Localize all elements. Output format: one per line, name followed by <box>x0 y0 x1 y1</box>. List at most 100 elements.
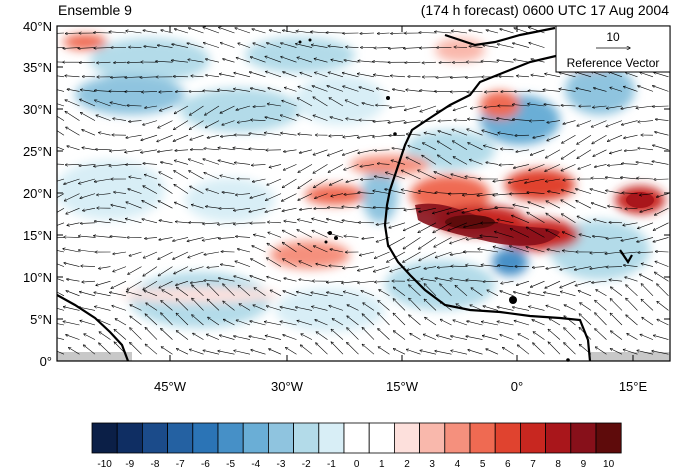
wind-vector-arrow <box>453 141 468 151</box>
wind-vector-arrow <box>378 300 390 311</box>
wind-vector-arrow <box>206 75 220 78</box>
wind-vector-arrow <box>250 88 266 92</box>
wind-vector-arrow <box>236 194 251 195</box>
wind-vector-arrow <box>575 72 592 78</box>
wind-vector-arrow <box>130 343 142 355</box>
wind-vector-arrow <box>190 186 204 194</box>
wind-vector-arrow <box>57 130 65 136</box>
wind-vector-arrow <box>190 134 204 140</box>
wind-vector-arrow <box>533 343 545 355</box>
wind-vector-arrow <box>527 192 545 194</box>
wind-vector-arrow <box>362 103 375 107</box>
wind-vector-arrow <box>220 176 235 180</box>
wind-vector-arrow <box>236 320 251 326</box>
wind-vector-arrow <box>298 87 313 92</box>
wind-vector-arrow <box>621 177 638 180</box>
wind-vector-arrow <box>162 290 173 297</box>
wind-vector-arrow <box>234 207 251 210</box>
wind-vector-arrow <box>144 175 158 180</box>
wind-vector-arrow <box>330 178 344 185</box>
colorbar-label: 6 <box>505 459 511 470</box>
wind-vector-arrow <box>192 298 204 311</box>
wind-vector-arrow <box>575 280 592 286</box>
wind-vector-arrow <box>373 134 390 137</box>
wind-vector-arrow <box>468 119 483 121</box>
wind-vector-arrow <box>63 307 80 311</box>
wind-vector-arrow <box>57 207 65 213</box>
wind-vector-arrow <box>174 120 189 130</box>
wind-vector-arrow <box>283 259 297 267</box>
wind-vector-arrow <box>315 72 328 78</box>
wind-vector-arrow <box>638 121 654 122</box>
wind-vector-arrow <box>94 90 111 91</box>
wind-vector-arrow <box>156 61 173 62</box>
wind-vector-arrow <box>65 164 80 165</box>
wind-vector-arrow <box>406 157 421 165</box>
wind-vector-arrow <box>342 149 359 155</box>
wind-vector-arrow <box>624 150 638 151</box>
wind-vector-arrow <box>281 43 297 48</box>
wind-vector-arrow <box>545 280 561 288</box>
wind-vector-arrow <box>360 33 375 34</box>
wind-vector-arrow <box>359 251 375 255</box>
wind-vector-arrow <box>501 280 514 283</box>
wind-vector-arrow <box>653 145 669 151</box>
wind-vector-arrow <box>315 320 328 326</box>
wind-vector-arrow <box>82 281 96 282</box>
wind-vector-arrow <box>595 300 607 311</box>
wind-vector-arrow <box>78 48 96 49</box>
wind-vector-arrow <box>450 77 468 78</box>
wind-vector-arrow <box>423 334 437 340</box>
wind-vector-arrow <box>219 237 235 238</box>
wind-vector-arrow <box>636 105 654 108</box>
wind-vector-arrow <box>223 284 235 297</box>
wind-vector-arrow <box>99 133 111 136</box>
wind-vector-arrow <box>252 29 266 34</box>
wind-vector-arrow <box>516 280 530 285</box>
wind-vector-arrow <box>158 266 173 276</box>
wind-vector-arrow <box>622 120 638 125</box>
wind-vector-arrow <box>145 344 158 355</box>
forecast-time-title: (174 h forecast) 0600 UTC 17 Aug 2004 <box>420 2 669 18</box>
wind-vector-arrow <box>343 86 359 92</box>
wind-vector-arrow <box>375 281 390 282</box>
wind-vector-arrow <box>109 164 127 166</box>
wind-vector-arrow <box>250 321 266 326</box>
wind-vector-arrow <box>80 292 96 297</box>
wind-vector-arrow <box>205 105 220 115</box>
wind-vector-arrow <box>435 251 452 258</box>
colorbar-label: -4 <box>251 459 260 470</box>
wind-vector-arrow <box>652 161 669 165</box>
wind-vector-arrow <box>329 135 344 136</box>
wind-vector-arrow <box>297 98 313 107</box>
wind-vector-arrow <box>640 72 654 78</box>
islands <box>298 38 570 362</box>
wind-vector-arrow <box>65 33 80 34</box>
wind-vector-arrow <box>454 47 468 48</box>
wind-vector-arrow <box>653 335 669 340</box>
colorbar-swatch <box>343 422 370 454</box>
wind-vector-arrow <box>327 292 344 297</box>
lat-label: 10°N <box>23 270 52 285</box>
wind-vector-arrow <box>94 221 111 224</box>
colorbar-label: -3 <box>277 459 286 470</box>
wind-vector-arrow <box>223 301 235 311</box>
wind-vector-arrow <box>65 100 80 107</box>
wind-vector-arrow <box>253 305 266 311</box>
wind-vector-arrow <box>313 164 328 173</box>
wind-vector-arrow <box>284 149 297 152</box>
wind-vector-arrow <box>145 237 158 238</box>
wind-vector-arrow <box>577 149 592 159</box>
wind-vector-arrow <box>437 267 452 268</box>
colorbar-swatch <box>520 422 547 454</box>
wind-vector-arrow <box>359 120 375 121</box>
ensemble-title: Ensemble 9 <box>58 2 132 18</box>
wind-vector-arrow <box>267 258 282 267</box>
wind-vector-arrow <box>544 292 561 297</box>
wind-vector-arrow <box>80 223 96 224</box>
wind-vector-arrow <box>114 329 127 340</box>
wind-vector-arrow <box>637 178 654 179</box>
wind-vector-arrow <box>466 280 483 281</box>
wind-vector-arrow <box>390 76 406 77</box>
wind-vector-arrow <box>282 230 297 238</box>
